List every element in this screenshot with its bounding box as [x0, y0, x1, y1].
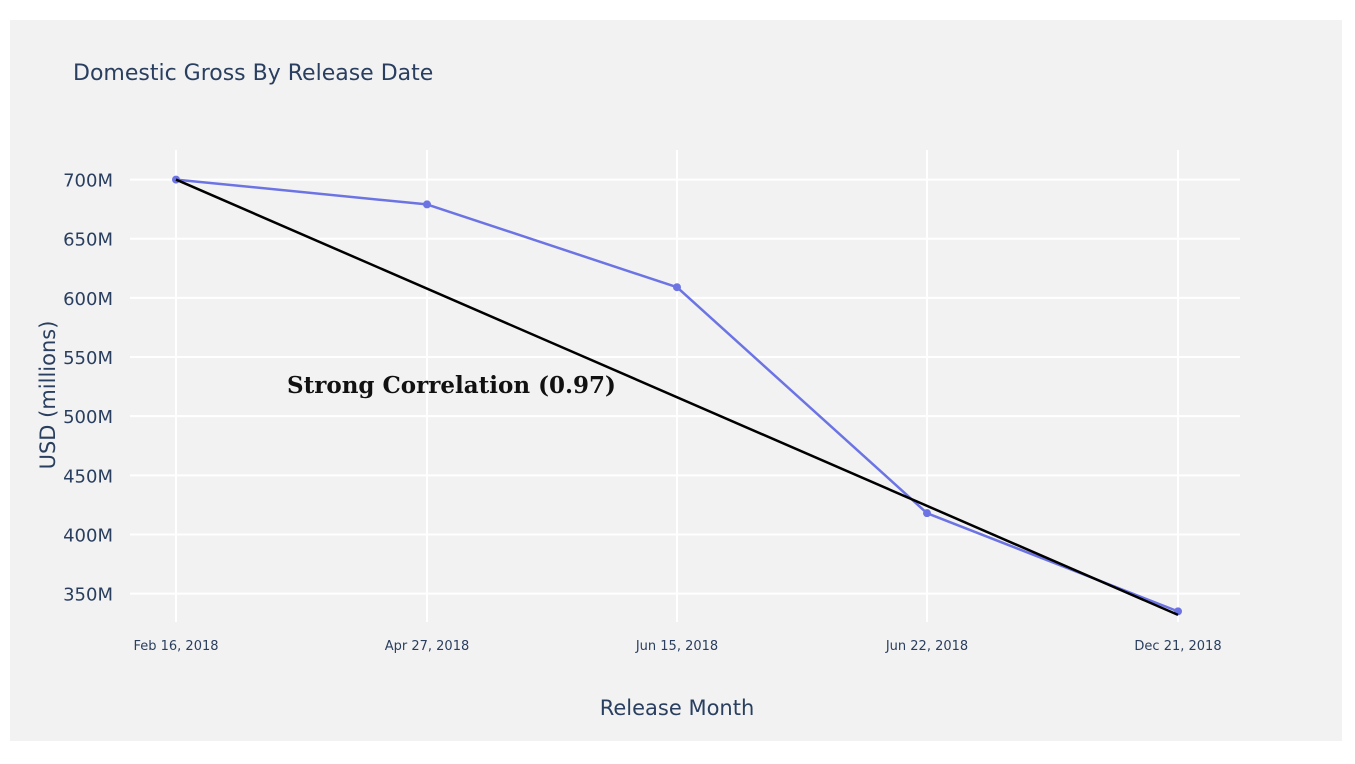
y-tick-label: 600M: [63, 289, 113, 310]
x-tick-label: Jun 15, 2018: [635, 639, 718, 654]
x-tick-label: Feb 16, 2018: [133, 639, 218, 654]
correlation-annotation: Strong Correlation (0.97): [287, 372, 616, 399]
x-tick-label: Apr 27, 2018: [385, 639, 470, 654]
x-tick-label: Jun 22, 2018: [885, 639, 968, 654]
y-tick-label: 450M: [63, 466, 113, 487]
chart-title: Domestic Gross By Release Date: [73, 61, 433, 86]
x-tick-label: Dec 21, 2018: [1134, 639, 1221, 654]
y-tick-label: 350M: [63, 585, 113, 606]
trend-line: [175, 178, 1179, 617]
series-layer: [172, 175, 1182, 617]
data-point: [673, 283, 681, 292]
y-tick-label: 550M: [63, 348, 113, 369]
grid: [130, 150, 1240, 622]
y-tick-label: 700M: [63, 171, 113, 192]
y-tick-label: 500M: [63, 407, 113, 428]
y-axis-label: USD (millions): [36, 321, 60, 470]
axis-ticks: Feb 16, 2018 Apr 27, 2018 Jun 15, 2018 Jun …: [63, 171, 1221, 654]
y-tick-label: 650M: [63, 230, 113, 251]
y-tick-label: 400M: [63, 525, 113, 546]
x-axis-label: Release Month: [600, 696, 755, 720]
data-point: [923, 509, 931, 518]
data-point: [423, 200, 431, 209]
